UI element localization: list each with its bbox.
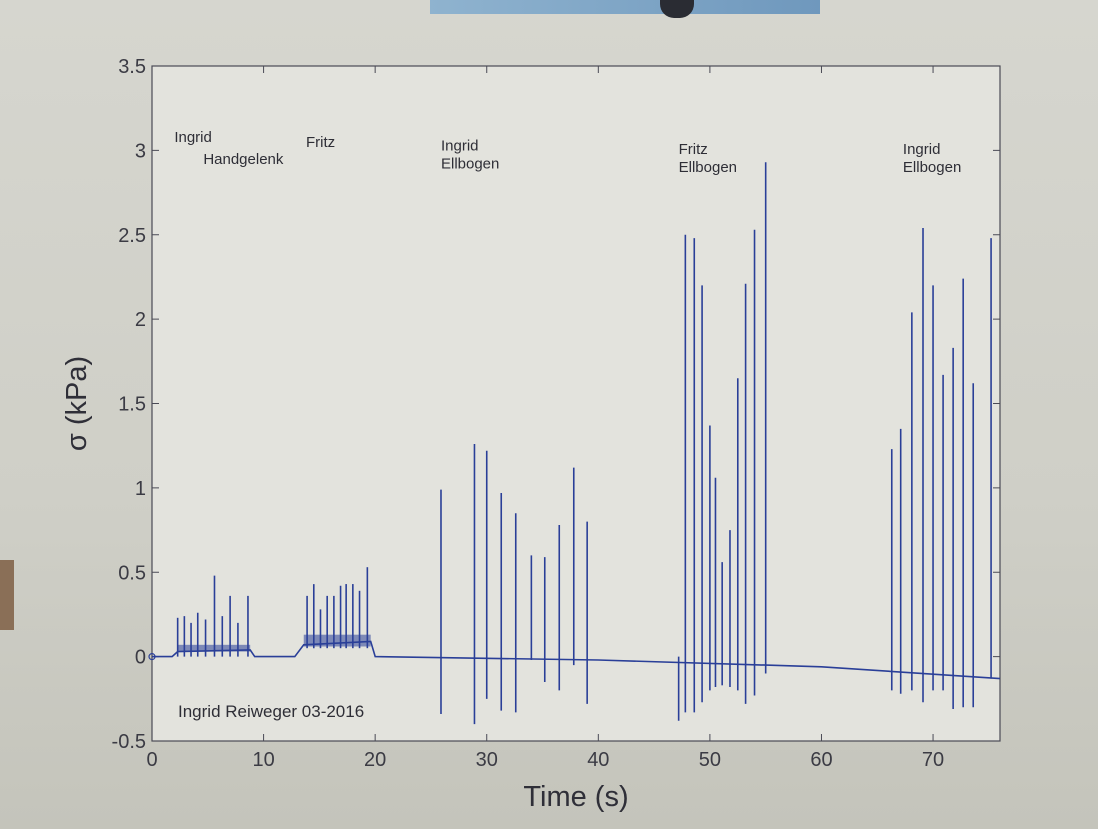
- y-tick-label: 1.5: [118, 394, 146, 416]
- background-object: [430, 0, 820, 14]
- x-axis-title: Time (s): [523, 781, 628, 813]
- x-tick-label: 60: [810, 749, 832, 771]
- x-tick-label: 30: [476, 749, 498, 771]
- author-watermark: Ingrid Reiweger 03-2016: [178, 702, 364, 721]
- annotation-line: Fritz: [306, 134, 335, 151]
- y-tick-label: 2.5: [118, 225, 146, 247]
- annotation-line: Ingrid: [903, 141, 941, 158]
- y-tick-label: 0: [135, 647, 146, 669]
- background-object: [660, 0, 694, 18]
- annotation-label: Fritz Ellbogen: [679, 141, 737, 176]
- annotation-label: Ingrid Ellbogen: [903, 141, 961, 176]
- dense-oscillation-band: [303, 634, 371, 647]
- annotation-line: Handgelenk: [203, 151, 284, 168]
- annotation-label: Ingrid Ellbogen: [441, 137, 499, 172]
- annotation-label: Fritz: [306, 134, 335, 151]
- background-object: [0, 560, 14, 630]
- annotation-line: Ingrid: [441, 137, 479, 154]
- annotation-line: Ellbogen: [441, 155, 499, 172]
- x-tick-label: 40: [587, 749, 609, 771]
- axis-tick-labels: 0 10 20 30 40 50 60 70-0.500.511.522.533.5: [112, 56, 945, 771]
- x-tick-label: 50: [699, 749, 721, 771]
- data-series: [148, 162, 1001, 725]
- annotation-label: Ingrid: [174, 129, 212, 146]
- x-tick-label: 10: [252, 749, 274, 771]
- y-tick-label: 2: [135, 309, 146, 331]
- y-axis-title: σ (kPa): [61, 356, 93, 451]
- origin-marker: [148, 653, 156, 661]
- y-tick-label: 3: [135, 140, 146, 162]
- baseline-line: [152, 640, 1001, 680]
- x-tick-label: 70: [922, 749, 944, 771]
- y-tick-label: 1: [135, 478, 146, 500]
- plot-area: [151, 65, 1001, 742]
- y-tick-label: 3.5: [118, 56, 146, 78]
- annotation-line: Fritz: [679, 141, 708, 158]
- y-tick-label: 0.5: [118, 562, 146, 584]
- annotation-label: Handgelenk: [203, 151, 284, 168]
- y-tick-label: -0.5: [112, 731, 146, 753]
- axis-ticks: [151, 65, 1000, 742]
- annotation-line: Ellbogen: [903, 159, 961, 176]
- annotation-line: Ellbogen: [679, 159, 737, 176]
- annotation-line: Ingrid: [174, 129, 212, 146]
- x-tick-label: 0: [146, 749, 157, 771]
- x-tick-label: 20: [364, 749, 386, 771]
